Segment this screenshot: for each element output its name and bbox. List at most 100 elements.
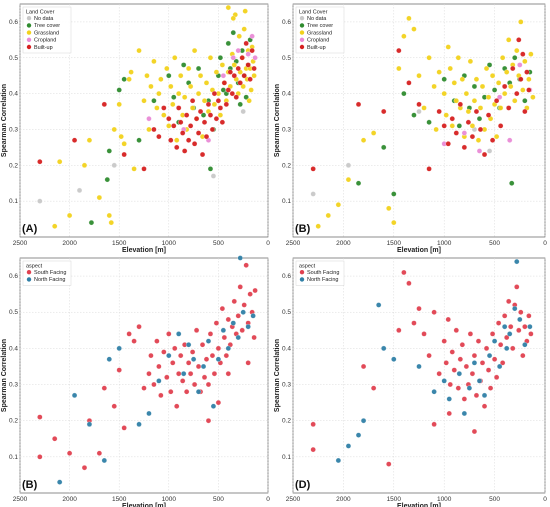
data-point [217,105,224,111]
data-point [207,166,214,172]
data-point [239,327,245,333]
y-axis-label: Spearman Correlation [274,84,281,157]
data-point [164,374,170,380]
data-point [239,55,245,61]
data-point [217,55,224,61]
data-point [207,55,214,61]
data-point [466,385,473,391]
y-tick-label: 0.6 [9,273,18,280]
data-point [433,126,439,133]
data-point [481,151,488,158]
data-point [237,255,243,261]
data-point [497,342,504,348]
y-tick-label: 0.2 [9,418,18,425]
data-point [370,130,377,136]
data-point [180,130,186,136]
y-tick-label: 0.5 [282,55,291,62]
x-tick-label: 2500 [286,240,301,247]
data-point [141,98,147,104]
x-tick-label: 500 [489,496,500,503]
data-point [251,65,257,72]
data-point [502,83,508,90]
x-tick-label: 2500 [13,496,28,503]
data-point [195,389,202,395]
plot-frame [19,257,269,494]
plot-frame [292,257,546,494]
data-point [249,47,255,54]
data-point [187,83,194,90]
data-point [230,55,236,61]
y-tick-label: 0.4 [9,91,18,98]
data-point [185,65,192,72]
data-point [510,345,516,352]
data-point [461,144,468,151]
legend-marker [26,23,32,28]
x-tick-label: 0 [543,496,547,503]
data-point [207,331,214,337]
data-point [170,360,176,366]
data-point [141,385,147,391]
data-point [477,126,484,133]
data-point [486,352,493,359]
data-point [461,130,468,136]
data-point [240,309,246,315]
data-point [396,327,402,333]
y-tick-label: 0.3 [9,382,18,389]
data-point [493,98,500,104]
data-point [449,123,455,129]
data-point [507,137,513,143]
data-point [121,151,127,158]
data-point [449,116,455,122]
data-point [485,367,492,373]
data-point [522,58,528,65]
data-point [37,454,43,460]
data-point [158,392,164,399]
data-point [104,176,110,183]
data-point [457,101,463,108]
data-point [213,116,220,122]
data-point [176,371,182,377]
data-point [243,40,249,47]
data-point [146,410,152,417]
data-point [245,51,251,57]
data-point [170,101,176,108]
data-point [485,112,492,118]
data-point [201,119,208,125]
data-point [195,90,202,97]
legend-entry: Grassland [307,30,332,36]
data-point [178,119,184,125]
data-point [161,112,167,118]
data-point [185,137,192,143]
data-point [426,119,432,125]
data-point [174,144,180,151]
data-point [461,396,468,402]
data-point [518,76,524,82]
data-point [459,76,465,82]
data-point [491,87,498,93]
data-point [211,101,218,108]
x-axis-label: Elevation [m] [122,247,166,254]
data-point [156,90,162,97]
data-point [497,123,504,129]
data-point [243,262,249,268]
x-tick-label: 1000 [437,496,452,503]
data-point [446,410,452,417]
data-point [121,141,127,147]
data-point [514,284,520,290]
data-point [225,371,231,377]
data-point [502,90,508,97]
data-point [495,80,502,86]
data-point [205,418,212,424]
data-point [476,116,483,122]
data-point [471,98,478,104]
data-point [166,116,172,122]
data-point [166,123,172,129]
data-point [445,44,451,50]
data-point [201,374,208,380]
x-tick-label: 2500 [13,240,28,247]
data-point [360,418,367,424]
x-axis-label: Elevation [m] [122,503,166,507]
data-point [101,457,107,464]
data-point [215,356,222,362]
data-point [243,94,249,100]
